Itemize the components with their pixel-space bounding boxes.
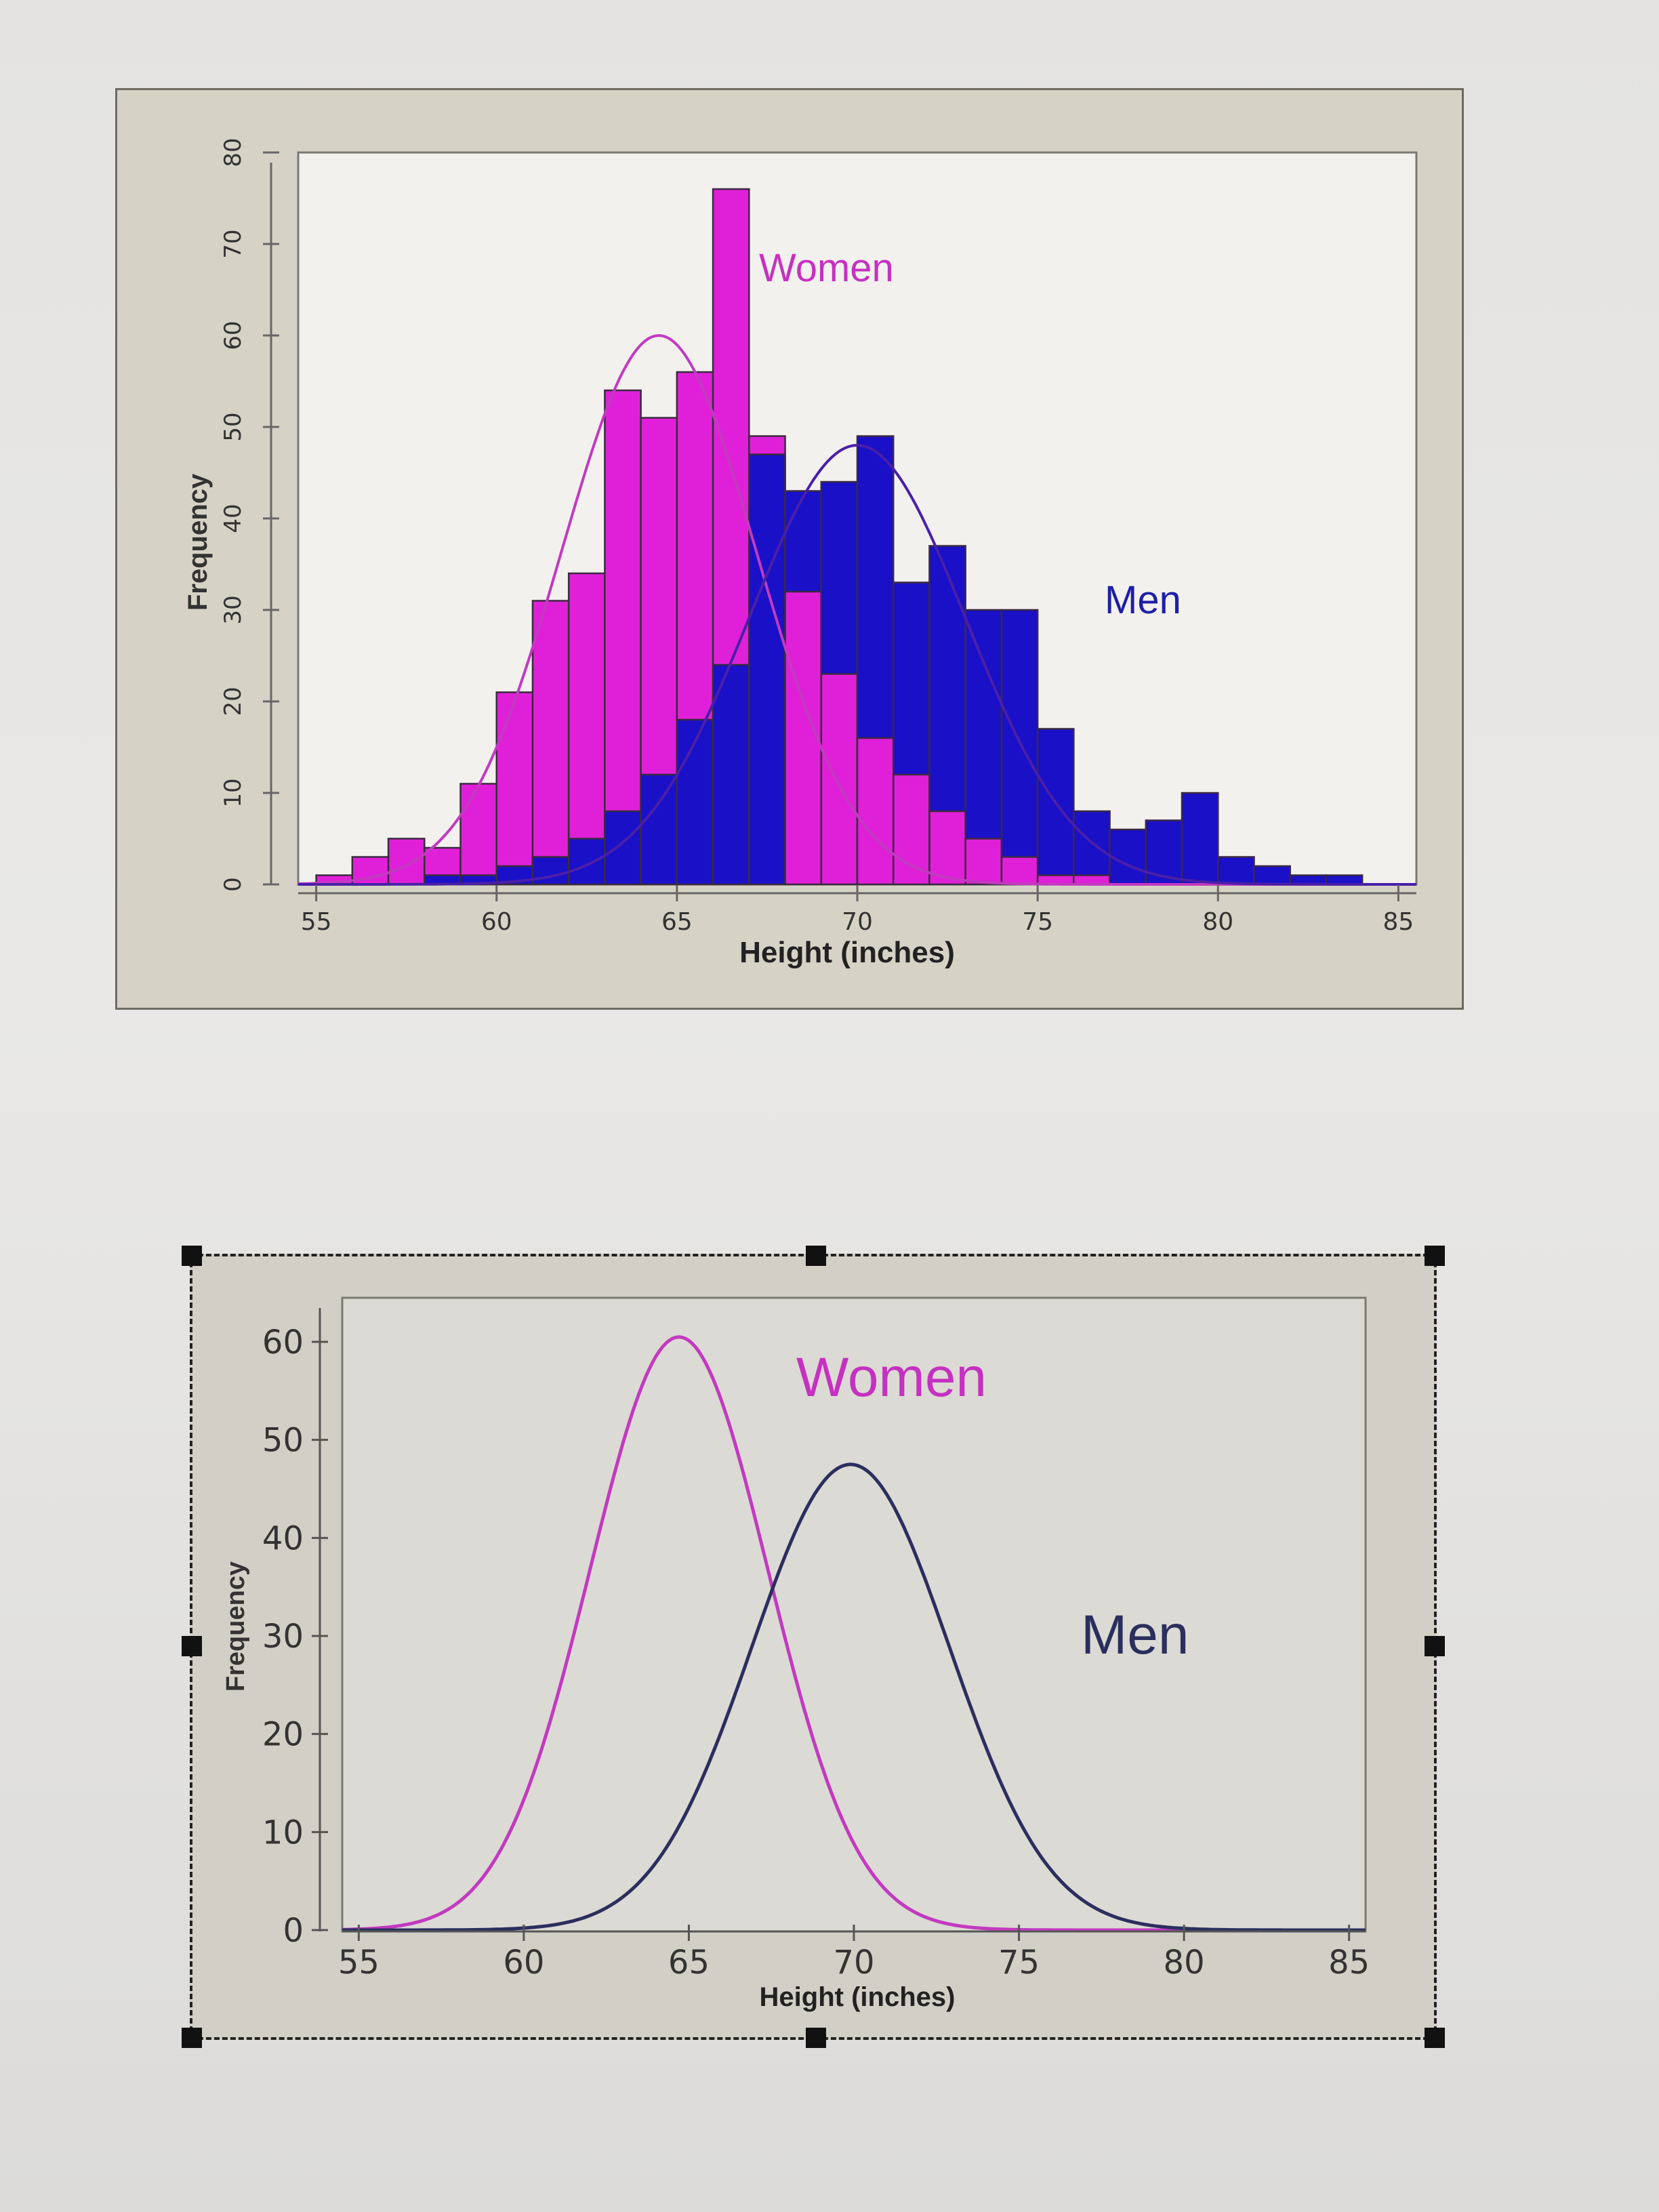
x-tick-label: 85 (1328, 1944, 1370, 1982)
men-annotation: Men (1105, 578, 1181, 622)
men-bar-67 (748, 453, 786, 886)
resize-handle-middle-right[interactable] (1425, 1636, 1445, 1656)
x-tick-label: 75 (998, 1944, 1040, 1982)
x-tick-label: 80 (1202, 908, 1233, 936)
men-bar-62 (567, 838, 606, 886)
y-tick-label: 50 (262, 1422, 304, 1460)
women-annotation: Women (796, 1347, 987, 1408)
x-tick-label: 70 (833, 1944, 874, 1982)
women-annotation: Women (759, 246, 894, 290)
women-bar-61 (531, 600, 570, 886)
y-tick-label: 10 (262, 1814, 304, 1851)
y-tick-label: 20 (262, 1716, 304, 1754)
y-tick-label: 50 (220, 412, 247, 441)
men-fitted-curve (298, 443, 1416, 886)
women-bar-72 (928, 810, 966, 886)
women-bar-70 (856, 737, 895, 886)
y-tick-label: 30 (220, 595, 247, 624)
men-bar-77 (1109, 828, 1147, 886)
y-tick-label: 0 (283, 1912, 304, 1950)
y-tick-label: 10 (220, 778, 247, 807)
x-tick-label: 55 (338, 1944, 380, 1982)
men-bar-64 (640, 773, 678, 886)
women-bar-69 (820, 673, 859, 886)
y-tick-label: 70 (220, 229, 247, 258)
men-bar-74 (1000, 609, 1039, 886)
x-tick-label: 55 (301, 908, 332, 936)
x-tick-label: 75 (1022, 908, 1053, 936)
men-bar-79 (1181, 792, 1219, 886)
resize-handle-bottom-middle[interactable] (806, 2028, 826, 2048)
x-tick-label: 60 (481, 908, 512, 936)
y-tick-label: 60 (220, 321, 247, 350)
men-bar-65 (676, 718, 714, 886)
y-tick-label: 30 (262, 1618, 304, 1656)
resize-handle-middle-left[interactable] (182, 1636, 202, 1656)
x-tick-label: 70 (842, 908, 873, 936)
y-tick-label: 0 (220, 877, 247, 892)
men-bar-63 (604, 810, 642, 886)
x-tick-label: 65 (661, 908, 693, 936)
y-tick-label: 80 (220, 138, 247, 167)
y-tick-label: 20 (220, 687, 247, 716)
resize-handle-bottom-right[interactable] (1425, 2028, 1445, 2048)
y-tick-label: 40 (220, 504, 247, 533)
resize-handle-top-left[interactable] (182, 1246, 202, 1266)
y-axis-title: Frequency (222, 1561, 250, 1692)
women-bar-60 (495, 691, 534, 886)
x-axis-title: Height (inches) (739, 936, 955, 969)
x-tick-label: 60 (503, 1944, 544, 1982)
resize-handle-top-middle[interactable] (806, 1246, 826, 1266)
y-axis-title: Frequency (183, 473, 213, 611)
x-tick-label: 85 (1382, 908, 1414, 936)
y-tick-label: 60 (262, 1324, 304, 1361)
y-tick-label: 40 (262, 1519, 304, 1557)
women-bar-57 (387, 838, 426, 886)
men-density-curve (342, 1462, 1366, 1932)
x-tick-label: 65 (668, 1944, 710, 1982)
x-axis-title: Height (inches) (760, 1982, 956, 2012)
resize-handle-bottom-left[interactable] (182, 2028, 202, 2048)
resize-handle-top-right[interactable] (1425, 1246, 1445, 1266)
men-annotation: Men (1081, 1604, 1189, 1666)
x-tick-label: 80 (1164, 1944, 1205, 1982)
